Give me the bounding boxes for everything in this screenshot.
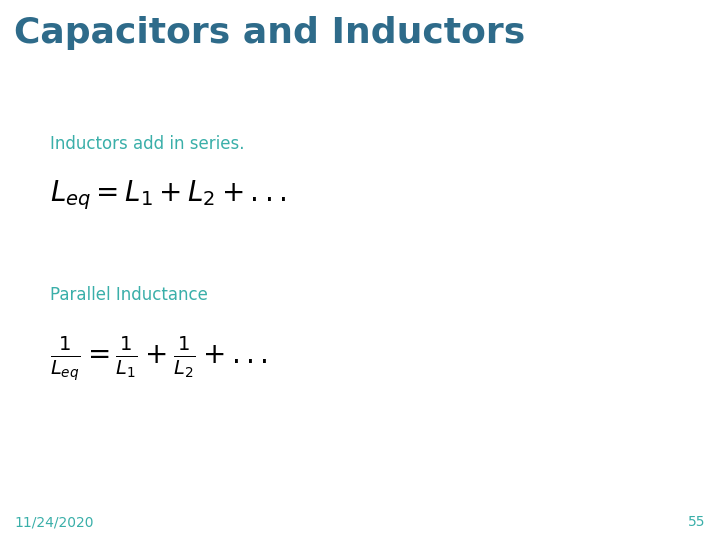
Text: Inductors add in series.: Inductors add in series.	[50, 135, 245, 153]
Text: Parallel Inductance: Parallel Inductance	[50, 286, 208, 304]
Text: 55: 55	[688, 515, 706, 529]
Text: 11/24/2020: 11/24/2020	[14, 515, 94, 529]
Text: Capacitors and Inductors: Capacitors and Inductors	[14, 16, 526, 50]
Text: $L_{eq} = L_1 + L_2 + ...$: $L_{eq} = L_1 + L_2 + ...$	[50, 178, 287, 212]
Text: $\frac{1}{L_{eq}} = \frac{1}{L_1} + \frac{1}{L_2} + ...$: $\frac{1}{L_{eq}} = \frac{1}{L_1} + \fra…	[50, 335, 268, 383]
